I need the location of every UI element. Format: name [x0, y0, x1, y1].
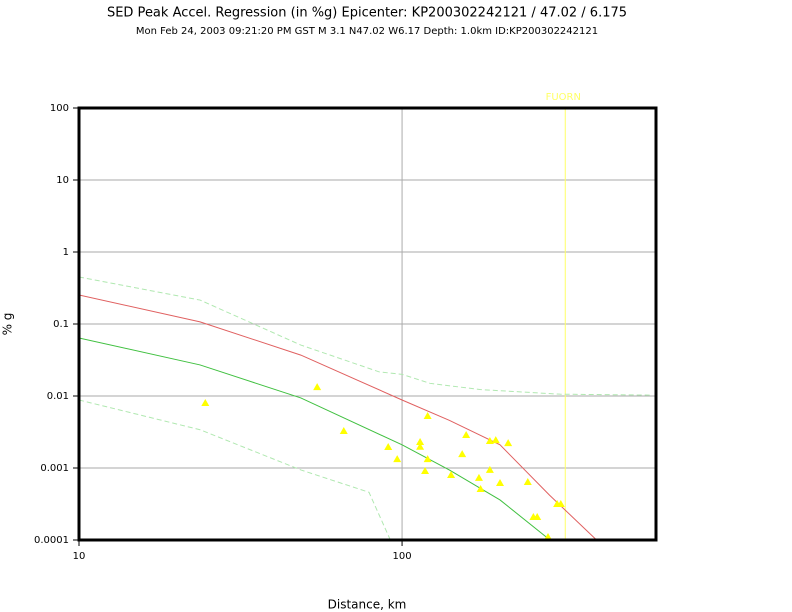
data-point — [523, 477, 532, 485]
data-point — [458, 450, 467, 458]
x-tick-label: 10 — [73, 551, 86, 562]
data-point — [416, 437, 425, 445]
y-tick-label: 0.0001 — [34, 535, 69, 546]
data-point — [504, 439, 513, 447]
y-tick-label: 0.001 — [40, 463, 69, 474]
data-point — [393, 455, 402, 463]
data-point — [416, 442, 425, 450]
x-tick-label: 100 — [393, 551, 412, 562]
data-point — [496, 478, 505, 486]
station-label: FUORN — [546, 92, 581, 103]
data-point — [485, 465, 494, 473]
data-point — [556, 500, 565, 508]
data-point — [491, 436, 500, 444]
data-point — [447, 470, 456, 478]
data-point — [423, 412, 432, 420]
y-tick-label: 10 — [56, 175, 69, 186]
y-tick-label: 0.1 — [53, 319, 69, 330]
chart-subtitle: Mon Feb 24, 2003 09:21:20 PM GST M 3.1 N… — [136, 26, 598, 37]
data-point — [423, 455, 432, 463]
y-tick-label: 1 — [63, 247, 69, 258]
data-point — [485, 437, 494, 445]
plot-frame — [77, 106, 658, 542]
data-point — [476, 485, 485, 493]
y-tick-label: 0.01 — [47, 391, 69, 402]
data-point — [544, 533, 553, 541]
data-point — [462, 431, 471, 439]
data-point — [201, 398, 210, 406]
chart-title: SED Peak Accel. Regression (in %g) Epice… — [107, 6, 627, 21]
data-point — [384, 442, 393, 450]
data-point — [339, 426, 348, 434]
curve — [79, 399, 391, 540]
data-point — [533, 512, 542, 520]
x-axis-label: Distance, km — [328, 598, 407, 612]
data-point — [313, 383, 322, 391]
data-point — [421, 466, 430, 474]
y-axis-label: % g — [1, 313, 15, 336]
curve — [79, 276, 650, 396]
curve — [79, 337, 551, 540]
y-tick-label: 100 — [50, 103, 69, 114]
data-point — [474, 473, 483, 481]
curve — [79, 294, 597, 540]
